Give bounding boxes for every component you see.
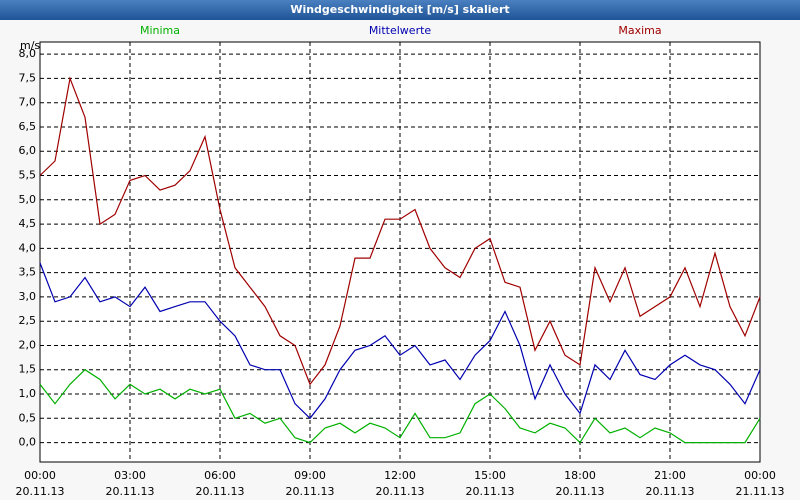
series-line	[39, 262, 761, 420]
y-tick-label: 7,0	[19, 96, 37, 109]
x-tick-label: 21:00	[654, 469, 686, 482]
y-tick-label: 2,5	[19, 314, 37, 327]
x-tick-label: 00:00	[24, 469, 56, 482]
x-tick-label: 09:00	[294, 469, 326, 482]
y-tick-label: 6,5	[19, 120, 37, 133]
legend-entry: Maxima	[618, 24, 661, 37]
x-tick-label: 18:00	[564, 469, 596, 482]
y-tick-label: 1,5	[19, 363, 37, 376]
title-bar	[0, 0, 800, 20]
y-tick-label: 8,0	[19, 47, 37, 60]
y-tick-label: 4,0	[19, 241, 37, 254]
x-tick-date: 20.11.13	[196, 485, 245, 498]
y-tick-label: 3,0	[19, 290, 37, 303]
y-tick-label: 6,0	[19, 144, 37, 157]
y-tick-label: 2,0	[19, 338, 37, 351]
y-tick-label: 7,5	[19, 71, 37, 84]
y-tick-label: 3,5	[19, 266, 37, 279]
x-tick-date: 21.11.13	[736, 485, 785, 498]
y-tick-label: 4,5	[19, 217, 37, 230]
y-axis-label: m/s	[20, 39, 40, 52]
y-tick-label: 0,5	[19, 411, 37, 424]
chart-title: Windgeschwindigkeit [m/s] skaliert	[290, 3, 509, 16]
legend-entry: Mittelwerte	[369, 24, 432, 37]
legend-entry: Minima	[140, 24, 180, 37]
x-tick-date: 20.11.13	[106, 485, 155, 498]
y-tick-label: 5,0	[19, 193, 37, 206]
x-tick-date: 20.11.13	[646, 485, 695, 498]
series-line	[39, 368, 761, 444]
x-tick-date: 20.11.13	[16, 485, 65, 498]
y-tick-label: 5,5	[19, 169, 37, 182]
series-line	[39, 76, 761, 386]
y-tick-label: 0,0	[19, 436, 37, 449]
x-tick-label: 06:00	[204, 469, 236, 482]
x-tick-label: 00:00	[744, 469, 776, 482]
x-tick-date: 20.11.13	[466, 485, 515, 498]
y-tick-label: 1,0	[19, 387, 37, 400]
x-tick-label: 03:00	[114, 469, 146, 482]
x-tick-label: 12:00	[384, 469, 416, 482]
x-tick-date: 20.11.13	[556, 485, 605, 498]
x-tick-label: 15:00	[474, 469, 506, 482]
x-tick-date: 20.11.13	[286, 485, 335, 498]
x-tick-date: 20.11.13	[376, 485, 425, 498]
